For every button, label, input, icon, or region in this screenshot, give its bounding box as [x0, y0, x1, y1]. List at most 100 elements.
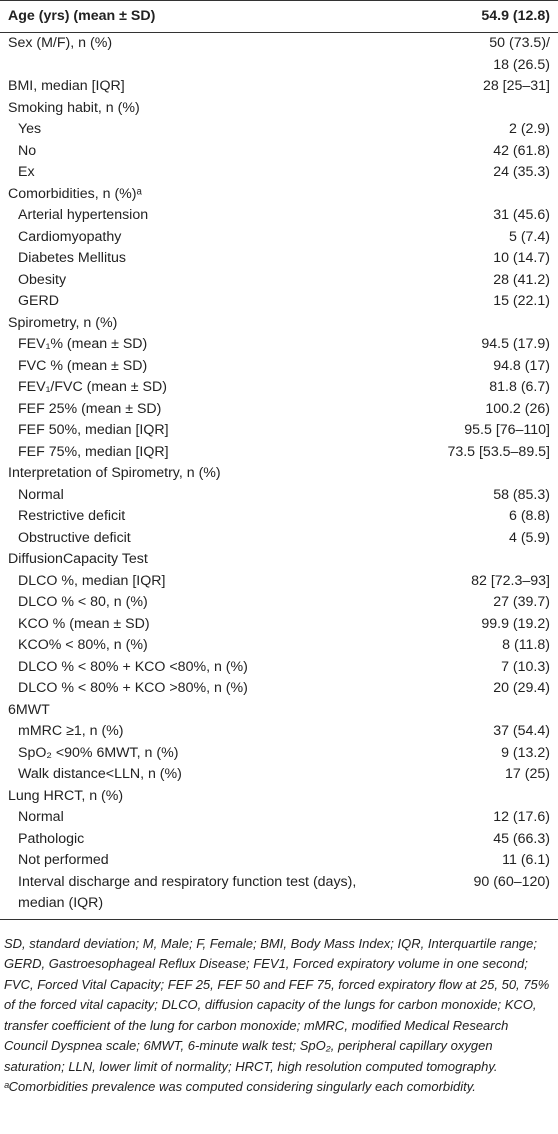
row-value: 99.9 (19.2): [481, 615, 550, 632]
row-value: 28 [25–31]: [482, 78, 550, 94]
row-label: Normal: [18, 486, 64, 503]
row: 6MWT: [0, 700, 558, 722]
row-label: FEV₁% (mean ± SD): [18, 336, 148, 352]
row-label: No: [18, 142, 37, 159]
sub-row: Walk distance<LLN, n (%) 17 (25): [0, 764, 558, 786]
row-value: 73.5 [53.5–89.5]: [447, 443, 550, 460]
sub-row: FEF 75%, median [IQR] 73.5 [53.5–89.5]: [0, 442, 558, 464]
page: Age (yrs) (mean ± SD) 54.9 (12.8) Sex (M…: [0, 0, 558, 1098]
row-label: Yes: [18, 121, 42, 137]
row-label: 6MWT: [8, 701, 50, 718]
sub-row: Normal 58 (85.3): [0, 485, 558, 507]
row-value: 100.2 (26): [485, 400, 550, 417]
row-label: Restrictive deficit: [18, 508, 126, 524]
row-value: 10 (14.7): [493, 250, 550, 266]
header-row: Age (yrs) (mean ± SD) 54.9 (12.8): [0, 0, 558, 33]
row-value: 20 (29.4): [493, 680, 550, 696]
row-label: FEF 25% (mean ± SD): [18, 400, 162, 417]
row-value: 15 (22.1): [493, 293, 550, 309]
row-value-empty: [392, 98, 558, 120]
row-value-empty: [392, 313, 558, 335]
sub-row: Normal 12 (17.6): [0, 807, 558, 829]
sub-row: DLCO % < 80% + KCO >80%, n (%) 20 (29.4): [0, 678, 558, 700]
row-value: 58 (85.3): [493, 486, 550, 503]
row-value: 8 (11.8): [502, 637, 550, 653]
row-label: DLCO % < 80% + KCO <80%, n (%): [18, 658, 248, 675]
row-label: DiffusionCapacity Test: [8, 551, 148, 567]
table-body: Age (yrs) (mean ± SD) 54.9 (12.8) Sex (M…: [0, 0, 558, 920]
row-value: 90 (60–120): [392, 871, 558, 920]
sub-row: KCO % (mean ± SD) 99.9 (19.2): [0, 614, 558, 636]
row-value-empty: [392, 463, 558, 485]
row: Sex (M/F), n (%) 50 (73.5)/ 18 (26.5): [0, 33, 558, 77]
row-value: 6 (8.8): [508, 508, 550, 524]
footnote: SD, standard deviation; M, Male; F, Fema…: [4, 935, 550, 1074]
sub-row: Obesity 28 (41.2): [0, 270, 558, 292]
row-label: DLCO %, median [IQR]: [18, 572, 166, 589]
row-label: Walk distance<LLN, n (%): [18, 766, 182, 782]
table: Age (yrs) (mean ± SD) 54.9 (12.8) Sex (M…: [0, 0, 558, 920]
row: Lung HRCT, n (%): [0, 786, 558, 808]
row-value-empty: [392, 786, 558, 808]
row-label: Diabetes Mellitus: [18, 250, 127, 266]
row-label: Smoking habit, n (%): [8, 99, 140, 116]
sub-row: FEF 50%, median [IQR] 95.5 [76–110]: [0, 420, 558, 442]
sub-row: Diabetes Mellitus 10 (14.7): [0, 248, 558, 270]
row-value: 27 (39.7): [493, 594, 550, 610]
row-value: 2 (2.9): [508, 121, 550, 137]
row-label: Cardiomyopathy: [18, 228, 122, 245]
row-label: Arterial hypertension: [18, 207, 149, 223]
row-label: BMI, median [IQR]: [8, 78, 125, 94]
header-value: 54.9 (12.8): [392, 0, 558, 33]
row-value: 5 (7.4): [508, 228, 550, 245]
row: Spirometry, n (%): [0, 313, 558, 335]
row-label: FVC % (mean ± SD): [18, 357, 148, 374]
sub-row: FEV₁% (mean ± SD) 94.5 (17.9): [0, 334, 558, 356]
sub-row: Interval discharge and respiratory funct…: [0, 871, 558, 920]
row-label: DLCO % < 80% + KCO >80%, n (%): [18, 680, 248, 696]
row-value: 9 (13.2): [501, 744, 550, 761]
row-value: 4 (5.9): [508, 529, 550, 546]
row: BMI, median [IQR] 28 [25–31]: [0, 76, 558, 98]
sub-row: DLCO % < 80, n (%) 27 (39.7): [0, 592, 558, 614]
row-value: 24 (35.3): [493, 164, 550, 180]
row-label: mMRC ≥1, n (%): [18, 723, 124, 739]
row-value: 11 (6.1): [502, 852, 550, 868]
row-value: 7 (10.3): [501, 658, 550, 675]
sub-row: KCO% < 80%, n (%) 8 (11.8): [0, 635, 558, 657]
row-value: 45 (66.3): [493, 830, 550, 847]
row-label: KCO % (mean ± SD): [18, 615, 150, 632]
row-label: Not performed: [18, 852, 109, 868]
sub-row: DLCO %, median [IQR] 82 [72.3–93]: [0, 571, 558, 593]
footnote: ᵃComorbidities prevalence was computed c…: [4, 1079, 476, 1094]
row-value-empty: [392, 549, 558, 571]
row-value: 94.8 (17): [493, 357, 550, 374]
row: DiffusionCapacity Test: [0, 549, 558, 571]
row-label: Interpretation of Spirometry, n (%): [8, 465, 221, 481]
sub-row: GERD 15 (22.1): [0, 291, 558, 313]
row-value: 50 (73.5)/ 18 (26.5): [489, 35, 550, 73]
row-label: GERD: [18, 293, 59, 309]
row-label: Obesity: [18, 271, 67, 288]
row-value: 12 (17.6): [493, 809, 550, 825]
row-value: 42 (61.8): [493, 142, 550, 159]
row-label: Obstructive deficit: [18, 529, 131, 546]
row-label: DLCO % < 80, n (%): [18, 594, 148, 610]
row-label: Ex: [18, 164, 35, 180]
sub-row: Obstructive deficit 4 (5.9): [0, 528, 558, 550]
footnotes: SD, standard deviation; M, Male; F, Fema…: [0, 920, 558, 1098]
row-value: 37 (54.4): [493, 723, 550, 739]
row-value: 31 (45.6): [493, 207, 550, 223]
row-value-empty: [392, 700, 558, 722]
sub-row: Not performed 11 (6.1): [0, 850, 558, 872]
row-label: FEF 75%, median [IQR]: [18, 443, 169, 460]
row-label: Normal: [18, 809, 64, 825]
sub-row: FVC % (mean ± SD) 94.8 (17): [0, 356, 558, 378]
row-label: Sex (M/F), n (%): [8, 35, 113, 51]
row-value: 94.5 (17.9): [481, 336, 550, 352]
row-label: Comorbidities, n (%)ᵃ: [8, 185, 142, 202]
row-label: FEV₁/FVC (mean ± SD): [18, 379, 167, 395]
row-label: Spirometry, n (%): [8, 314, 118, 331]
sub-row: Yes 2 (2.9): [0, 119, 558, 141]
row-value: 28 (41.2): [493, 271, 550, 288]
